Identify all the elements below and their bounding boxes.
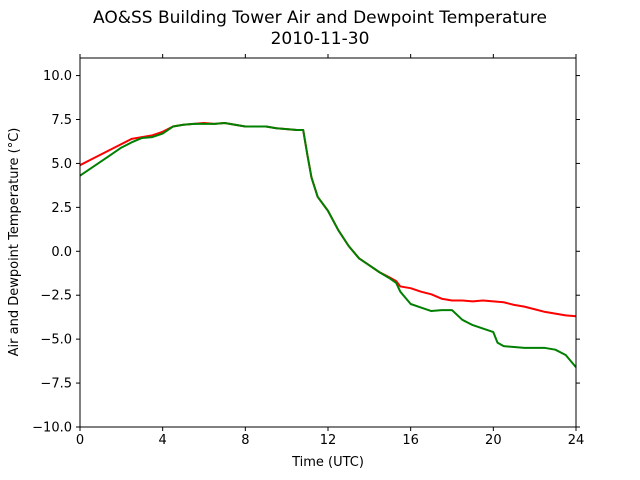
x-tick-label: 0 bbox=[76, 433, 84, 448]
series-line-1 bbox=[79, 122, 577, 318]
x-axis-label: Time (UTC) bbox=[291, 455, 364, 470]
y-tick-label: −10.0 bbox=[32, 421, 72, 436]
x-tick-label: 4 bbox=[159, 433, 167, 448]
x-tick-label: 12 bbox=[320, 433, 337, 448]
x-axis: 0 4 8 12 16 20 24 bbox=[76, 54, 584, 448]
plot-frame bbox=[79, 57, 577, 428]
y-tick-label: 10.0 bbox=[43, 69, 72, 84]
x-tick-label: 8 bbox=[241, 433, 249, 448]
y-axis: −10.0 −7.5 −5.0 −2.5 0.0 2.5 5.0 7.5 10.0 bbox=[32, 69, 580, 436]
y-tick-label: 7.5 bbox=[51, 113, 72, 128]
x-tick-label: 16 bbox=[402, 433, 419, 448]
y-tick-label: 2.5 bbox=[51, 201, 72, 216]
x-tick-label: 20 bbox=[485, 433, 502, 448]
y-tick-label: −7.5 bbox=[40, 377, 72, 392]
x-tick-label: 24 bbox=[568, 433, 585, 448]
y-tick-label: −2.5 bbox=[40, 289, 72, 304]
series-line-2 bbox=[79, 122, 577, 368]
y-axis-label: Air and Dewpoint Temperature (°C) bbox=[7, 128, 22, 357]
y-tick-label: 0.0 bbox=[51, 245, 72, 260]
y-tick-label: 5.0 bbox=[51, 157, 72, 172]
chart-subtitle: 2010-11-30 bbox=[270, 29, 370, 49]
y-tick-label: −5.0 bbox=[40, 333, 72, 348]
series-layer bbox=[79, 122, 577, 368]
chart-title: AO&SS Building Tower Air and Dewpoint Te… bbox=[92, 8, 547, 28]
